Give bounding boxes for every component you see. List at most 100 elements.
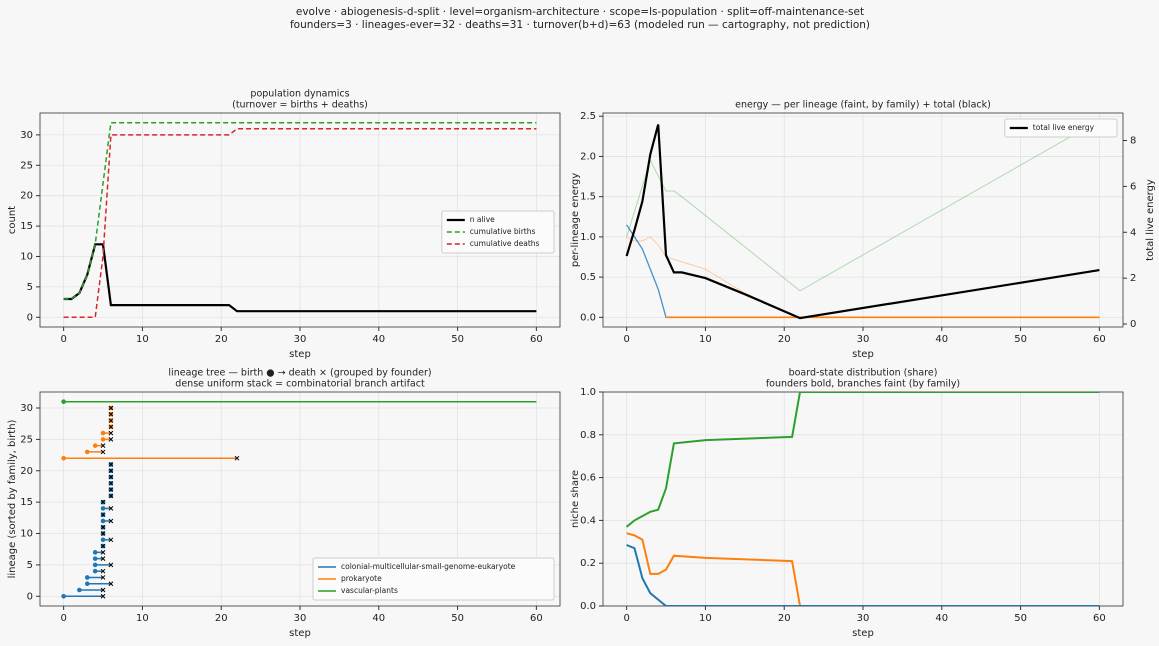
death-cross [108,487,114,492]
y-tick-label: 0.0 [580,312,596,323]
y-tick-label: 5 [27,282,33,293]
x-tick-label: 20 [215,334,228,345]
y-tick-label: 5 [27,560,33,571]
x-tick-label: 0 [60,334,66,345]
y-tick-label: 30 [20,130,33,141]
death-cross [108,462,114,467]
y-tick-label: 0.5 [580,272,596,283]
y2-tick-label: 2 [1130,273,1136,284]
legend-label: vascular-plants [341,586,398,595]
death-cross [100,524,106,530]
birth-dot [100,430,106,436]
series-line [625,124,1100,320]
x-tick-label: 0 [60,613,66,624]
y2-tick-label: 8 [1130,136,1136,147]
birth-dot [92,556,98,561]
y-tick-label: 10 [20,251,33,262]
death-cross [108,411,114,417]
chart-subtitle: founders bold, branches faint (by family… [766,379,960,390]
y-axis-label: niche share [570,470,581,528]
birth-dot [77,587,82,593]
axes-frame [602,112,1124,328]
x-tick-label: 30 [294,613,307,624]
death-cross [100,449,106,455]
death-cross [100,549,106,555]
birth-dot [61,399,66,405]
death-cross [100,543,106,549]
subplot: 0 10 20 30 40 50 60 0.0 0.2 0.4 0.6 0.8 1.0 board-sta… [570,368,1124,639]
axes-frame [39,112,561,328]
death-cross [100,499,106,505]
birth-dot [61,593,66,599]
x-tick-label: 0 [623,613,629,624]
y-tick-label: 1.0 [580,232,596,243]
legend-box [1004,118,1118,138]
x-axis-label: step [289,349,311,360]
x-axis-label: step [852,349,874,360]
series-line [626,532,1100,606]
death-cross [100,531,106,536]
death-cross [100,587,106,593]
y-tick-label: 15 [20,221,33,232]
x-tick-label: 50 [1014,613,1027,624]
x-tick-label: 60 [530,613,543,624]
death-cross [234,455,240,461]
death-cross [108,437,114,442]
death-cross [108,562,114,568]
subplot: 0 10 20 30 40 50 60 0.0 0.5 1.0 1.5 2.0 2.5 0 2 4 6 8 ener… [570,100,1156,361]
chart-title: lineage tree — birth ● → death × (groupe… [168,368,431,379]
x-tick-label: 10 [136,334,149,345]
death-cross [108,474,114,480]
death-cross [108,418,114,423]
axes-frame [39,391,561,607]
x-axis-label: step [289,628,311,639]
birth-dot [100,518,106,524]
y2-tick-label: 6 [1130,181,1136,192]
death-cross [108,405,114,411]
legend-label: n alive [470,215,495,224]
x-tick-label: 60 [530,334,543,345]
x-tick-label: 0 [623,334,629,345]
chart-subtitle: dense uniform stack = combinatorial bran… [175,379,425,390]
y-tick-label: 0.0 [580,601,596,612]
y-tick-label: 15 [20,497,33,508]
x-tick-label: 40 [935,334,948,345]
chart-title: energy — per lineage (faint, by family) … [735,100,991,111]
birth-dot [92,443,98,448]
y-tick-label: 2.0 [580,151,596,162]
death-cross [108,537,114,543]
birth-dot [100,506,106,511]
death-cross [100,443,106,449]
figure-subtitle: founders=3 · lineages-ever=32 · deaths=3… [290,19,870,31]
death-cross [100,575,106,580]
x-tick-label: 30 [294,334,307,345]
birth-dot [61,455,66,461]
legend-label: cumulative deaths [470,239,540,248]
y-tick-label: 2.5 [580,111,596,122]
y-tick-label: 0.4 [580,515,596,526]
y-tick-label: 0.8 [580,430,596,441]
death-cross [108,581,114,587]
birth-dot [92,568,98,574]
chart-title: population dynamics [250,89,349,100]
subplot: 0 10 20 30 40 50 60 0 5 10 15 20 25 30 population dyna… [7,89,561,360]
death-cross [100,556,106,561]
x-tick-label: 50 [1014,334,1027,345]
x-tick-label: 50 [451,334,464,345]
death-cross [108,424,114,430]
birth-dot [84,581,90,587]
birth-dot [100,537,106,543]
y-tick-label: 1.0 [580,387,596,398]
x-tick-label: 50 [451,613,464,624]
death-cross [100,593,106,599]
x-tick-label: 20 [778,613,791,624]
x-tick-label: 20 [215,613,228,624]
legend-label: colonial-multicellular-small-genome-euka… [341,562,516,571]
death-cross [100,512,106,518]
x-tick-label: 40 [372,334,385,345]
death-cross [108,493,114,499]
chart-title: board-state distribution (share) [789,368,938,379]
y-tick-label: 0.2 [580,558,596,569]
x-tick-label: 30 [857,334,870,345]
y-tick-label: 30 [20,403,33,414]
